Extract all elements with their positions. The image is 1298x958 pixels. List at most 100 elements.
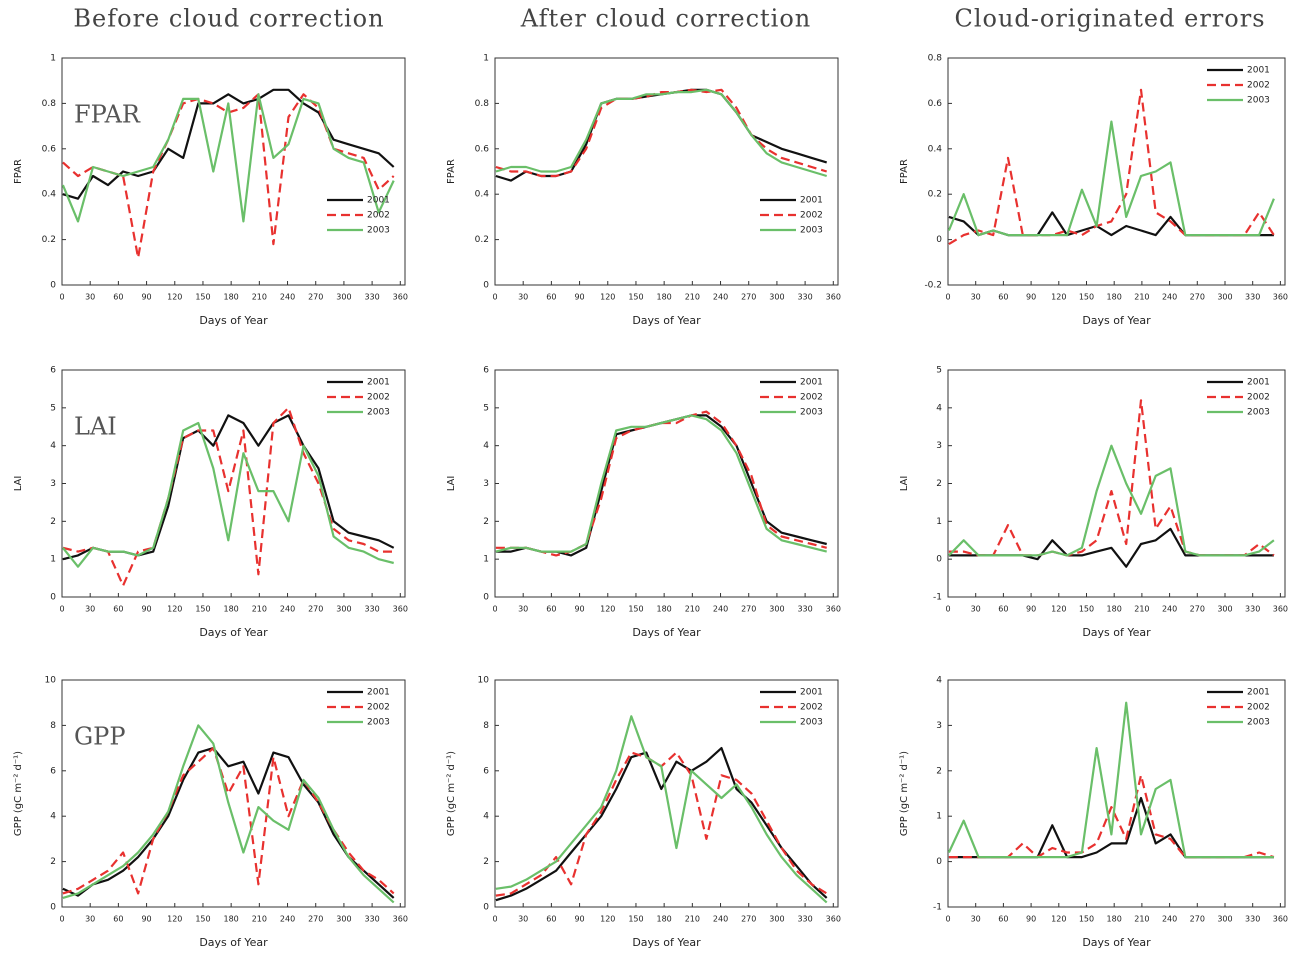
legend-label: 2003 [1247, 408, 1270, 418]
x-tick-label: 90 [574, 915, 584, 924]
y-tick-label: 4 [50, 812, 56, 822]
x-tick-label: 270 [741, 293, 756, 302]
series-line [495, 747, 828, 902]
x-tick-label: 270 [1190, 293, 1205, 302]
series-line [948, 774, 1275, 859]
x-tick-label: 30 [85, 293, 95, 302]
series-line [947, 120, 1275, 237]
x-tick-label: 330 [1245, 915, 1260, 924]
y-tick-label: 3 [50, 479, 56, 489]
x-tick-label: 120 [600, 293, 615, 302]
x-tick-label: 150 [195, 605, 210, 614]
x-tick-label: 240 [1162, 915, 1177, 924]
series-line [495, 751, 828, 897]
x-axis-label: Days of Year [632, 626, 701, 639]
x-tick-label: 300 [336, 915, 351, 924]
y-tick-label: -0.2 [924, 281, 942, 291]
y-tick-label: 0.6 [928, 99, 943, 109]
x-tick-label: 270 [308, 915, 323, 924]
legend-label: 2003 [800, 408, 823, 418]
x-tick-label: 0 [492, 605, 497, 614]
y-tick-label: 10 [478, 676, 490, 686]
x-tick-label: 330 [1245, 293, 1260, 302]
x-tick-label: 240 [713, 605, 728, 614]
x-axis-label: Days of Year [632, 936, 701, 949]
x-tick-label: 60 [113, 605, 123, 614]
y-axis-label: FPAR [446, 159, 457, 184]
legend-label: 2001 [367, 378, 390, 388]
y-tick-label: 4 [936, 403, 942, 413]
x-tick-label: 210 [1134, 605, 1149, 614]
x-tick-label: 210 [252, 915, 267, 924]
x-tick-label: 30 [518, 605, 528, 614]
x-tick-label: 180 [224, 605, 239, 614]
x-tick-label: 330 [364, 915, 379, 924]
x-tick-label: 0 [945, 915, 950, 924]
y-tick-label: 3 [936, 441, 942, 451]
x-tick-label: 60 [546, 915, 556, 924]
x-tick-label: 330 [797, 915, 812, 924]
x-tick-label: 300 [336, 605, 351, 614]
x-tick-label: 240 [280, 605, 295, 614]
x-tick-label: 300 [336, 293, 351, 302]
x-tick-label: 210 [252, 293, 267, 302]
x-tick-label: 270 [1190, 605, 1205, 614]
x-tick-label: 180 [1107, 293, 1122, 302]
y-tick-label: 6 [50, 766, 56, 776]
x-axis-label: Days of Year [1082, 936, 1151, 949]
x-tick-label: 60 [998, 605, 1008, 614]
y-tick-label: -1 [933, 903, 942, 913]
y-tick-label: 0 [50, 593, 56, 603]
x-tick-label: 180 [224, 293, 239, 302]
x-tick-label: 120 [167, 915, 182, 924]
x-tick-label: 0 [59, 293, 64, 302]
x-tick-label: 60 [546, 605, 556, 614]
x-tick-label: 330 [364, 605, 379, 614]
plot-frame [494, 57, 839, 286]
plot-frame [947, 679, 1286, 908]
x-tick-label: 150 [1079, 293, 1094, 302]
x-tick-label: 180 [1107, 605, 1122, 614]
x-tick-label: 360 [393, 293, 408, 302]
y-tick-label: 10 [45, 676, 57, 686]
x-axis-label: Days of Year [632, 314, 701, 327]
y-tick-label: 0.2 [928, 190, 942, 200]
series-line [948, 527, 1274, 568]
y-tick-label: 6 [483, 366, 489, 376]
x-tick-label: 30 [85, 915, 95, 924]
x-tick-label: 90 [574, 293, 584, 302]
legend-label: 2001 [800, 196, 823, 206]
y-tick-label: 4 [483, 812, 489, 822]
series-line [495, 410, 827, 557]
x-tick-label: 300 [1217, 293, 1232, 302]
y-tick-label: 0 [483, 281, 489, 291]
y-tick-label: 0.4 [42, 190, 57, 200]
y-tick-label: 0 [936, 235, 942, 245]
y-axis-label: LAI [446, 476, 457, 492]
x-tick-label: 180 [657, 915, 672, 924]
legend-label: 2002 [367, 393, 390, 403]
x-tick-label: 360 [1273, 915, 1288, 924]
series-line [495, 715, 828, 904]
y-tick-label: 8 [483, 721, 489, 731]
y-axis-label: FPAR [899, 159, 910, 184]
x-tick-label: 30 [85, 605, 95, 614]
y-tick-label: 0.2 [42, 235, 56, 245]
y-tick-label: 2 [50, 517, 56, 527]
series-line [62, 88, 395, 200]
x-tick-label: 60 [998, 293, 1008, 302]
y-tick-label: 6 [483, 766, 489, 776]
x-tick-label: 150 [628, 915, 643, 924]
legend-label: 2003 [800, 718, 823, 728]
x-tick-label: 120 [600, 915, 615, 924]
x-tick-label: 300 [769, 293, 784, 302]
x-tick-label: 210 [1134, 915, 1149, 924]
series-line [948, 399, 1275, 557]
y-axis-label: GPP (gC m⁻² d⁻¹) [899, 751, 910, 836]
plot-frame [61, 679, 406, 908]
x-tick-label: 120 [600, 605, 615, 614]
x-tick-label: 270 [1190, 915, 1205, 924]
x-tick-label: 60 [546, 293, 556, 302]
y-tick-label: 4 [936, 676, 942, 686]
x-tick-label: 0 [945, 605, 950, 614]
